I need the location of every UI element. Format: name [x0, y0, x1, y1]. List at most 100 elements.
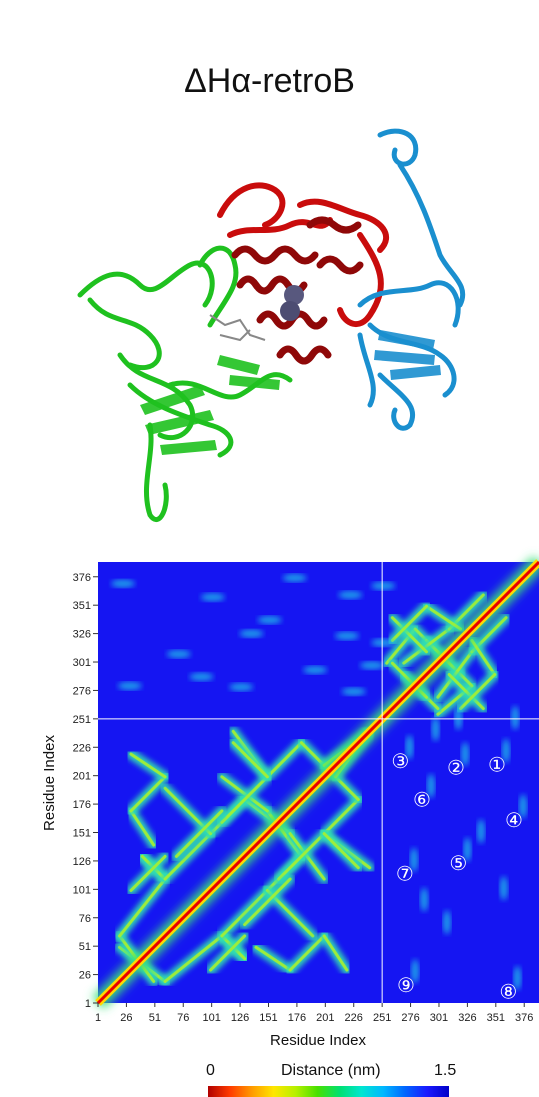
contact-band-core — [129, 854, 167, 892]
y-tick-label: 226 — [73, 742, 91, 754]
x-tick-label: 351 — [487, 1012, 505, 1024]
contact-patch — [405, 735, 414, 760]
contact-band-core — [174, 809, 224, 858]
contact-patch — [477, 819, 486, 844]
y-tick-label: 301 — [73, 657, 91, 669]
contact-band-core — [220, 888, 269, 938]
contact-patch — [454, 705, 463, 730]
contact-patch — [420, 887, 429, 912]
colorbar-title: Distance (nm) — [281, 1062, 381, 1079]
x-tick-label: 376 — [515, 1012, 533, 1024]
contact-patch — [371, 581, 396, 590]
x-tick-label: 251 — [373, 1012, 391, 1024]
contact-band-core — [470, 638, 497, 677]
region-annotation: ② — [447, 756, 465, 780]
protein-structure-illustration — [77, 128, 466, 523]
contact-band-core — [277, 832, 326, 881]
contact-patch — [442, 910, 451, 935]
contact-band-core — [209, 934, 247, 972]
x-tick-label: 276 — [401, 1012, 419, 1024]
region-annotation: ⑧ — [499, 980, 517, 1004]
x-tick-label: 176 — [288, 1012, 306, 1024]
contact-band-core — [288, 934, 326, 972]
contact-band-core — [390, 661, 428, 699]
y-tick-label: 326 — [73, 629, 91, 641]
x-tick-label: 301 — [430, 1012, 448, 1024]
contact-patch — [502, 738, 511, 763]
y-tick-label: 201 — [73, 771, 91, 783]
contact-patch — [411, 959, 420, 984]
contact-patch — [461, 742, 470, 767]
y-tick-label: 26 — [79, 970, 91, 982]
y-tick-label: 251 — [73, 714, 91, 726]
green-domain — [77, 245, 293, 523]
contact-patch — [303, 665, 328, 674]
region-annotation: ④ — [505, 808, 523, 832]
region-annotation: ① — [488, 752, 506, 776]
contact-band-core — [322, 934, 349, 972]
y-tick-label: 101 — [73, 884, 91, 896]
contact-band-core — [322, 832, 360, 870]
y-tick-label: 276 — [73, 685, 91, 697]
contact-band-core — [322, 798, 360, 836]
contact-band-core — [265, 741, 303, 779]
x-tick-label: 76 — [177, 1012, 189, 1024]
contact-patch — [427, 773, 436, 798]
x-tick-label: 201 — [316, 1012, 334, 1024]
contact-patch — [341, 687, 366, 696]
contact-band-core — [390, 604, 428, 642]
contact-patch — [334, 631, 359, 640]
contact-patch — [409, 847, 418, 872]
metal-sphere — [280, 301, 300, 321]
contact-patch — [189, 672, 214, 681]
contact-patch — [499, 876, 508, 901]
y-axis-label: Residue Index — [41, 735, 58, 831]
x-tick-label: 151 — [259, 1012, 277, 1024]
contact-patch — [111, 579, 136, 588]
x-tick-label: 26 — [120, 1012, 132, 1024]
contact-patch — [282, 573, 307, 582]
colorbar — [208, 1086, 449, 1097]
figure-title: ΔHα-retroB — [184, 62, 355, 100]
contact-band-core — [129, 809, 156, 847]
region-annotation: ③ — [391, 749, 409, 773]
contact-band-core — [220, 775, 269, 824]
y-tick-label: 176 — [73, 799, 91, 811]
contact-patch — [511, 705, 520, 730]
contact-patch — [519, 794, 528, 819]
contact-patch — [117, 681, 142, 690]
contact-patch — [431, 717, 440, 742]
contact-patch — [239, 629, 264, 638]
contact-band-core — [129, 752, 167, 779]
region-annotation: ⑦ — [396, 861, 414, 885]
contact-band-core — [163, 832, 213, 881]
contact-band-core — [447, 673, 485, 711]
contact-patch — [166, 650, 191, 659]
green-sheets — [140, 355, 280, 455]
contact-patch — [200, 593, 225, 602]
region-annotation: ⑤ — [449, 851, 467, 875]
contact-patch — [463, 837, 472, 862]
contact-patch — [257, 615, 282, 624]
contact-band-core — [254, 945, 292, 972]
contact-band-core — [459, 673, 497, 711]
contact-patch — [371, 638, 396, 647]
y-tick-label: 351 — [73, 600, 91, 612]
distance-contact-map: 1 26 51 76 101 126 151 176 201 226 251 276 301 326 351… — [41, 556, 539, 1049]
blue-domain — [357, 128, 466, 431]
contact-band-core — [129, 775, 167, 813]
metal-sphere — [284, 285, 304, 305]
red-domain — [217, 182, 390, 327]
blue-sheets — [374, 330, 441, 380]
x-tick-label: 1 — [95, 1012, 101, 1024]
x-tick-label: 126 — [231, 1012, 249, 1024]
contact-band-core — [231, 741, 269, 779]
colorbar-min-label: 0 — [206, 1062, 215, 1079]
y-tick-label: 126 — [73, 856, 91, 868]
x-tick-label: 226 — [345, 1012, 363, 1024]
ligand — [209, 314, 266, 342]
contact-patch — [359, 661, 384, 670]
x-tick-label: 51 — [149, 1012, 161, 1024]
y-tick-label: 151 — [73, 828, 91, 840]
contact-band-core — [390, 616, 428, 654]
